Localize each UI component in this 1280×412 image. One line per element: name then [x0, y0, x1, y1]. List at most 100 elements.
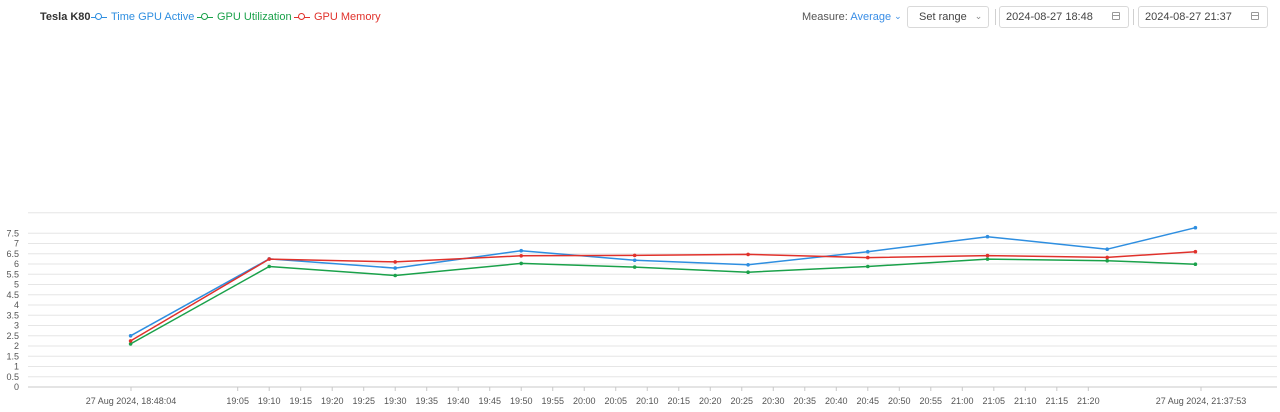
data-point	[128, 342, 133, 346]
data-point	[1105, 258, 1109, 263]
y-tick-label: 6.5	[6, 249, 19, 259]
x-tick-label: 20:55	[920, 396, 943, 406]
series-line	[130, 258, 1196, 345]
measure-value: Average	[850, 11, 892, 23]
data-point	[746, 263, 750, 267]
y-tick-label: 5.5	[6, 269, 19, 279]
x-tick-label: 20:00	[573, 396, 596, 406]
end-date-input[interactable]: 2024-08-27 21:37	[1138, 6, 1268, 28]
calendar-icon[interactable]	[1251, 12, 1259, 20]
x-tick-label: 19:50	[510, 396, 533, 406]
y-tick-label: 5	[14, 280, 19, 290]
data-point	[866, 264, 870, 269]
set-range-button[interactable]: Set range ⌄	[907, 6, 989, 28]
x-tick-label: 20:05	[604, 396, 627, 406]
data-point	[519, 248, 523, 253]
measure-label: Measure:	[802, 11, 848, 23]
data-point	[393, 273, 398, 278]
x-tick-label: 21:00	[951, 396, 974, 406]
x-tick-label: 19:15	[289, 396, 312, 406]
data-point	[519, 261, 523, 266]
x-tick-label: 19:40	[447, 396, 470, 406]
x-tick-label: 20:50	[888, 396, 911, 406]
data-point	[393, 266, 398, 270]
series-line	[130, 250, 1196, 342]
legend-item-gpu-utilization[interactable]: GPU Utilization	[197, 11, 292, 23]
x-tick-label: 20:45	[857, 396, 880, 406]
x-tick-label: 19:25	[352, 396, 375, 406]
y-tick-label: 2	[14, 341, 19, 351]
y-tick-label: 1.5	[6, 351, 19, 361]
legend-label: Time GPU Active	[111, 11, 195, 23]
x-tick-label: 20:40	[825, 396, 848, 406]
legend-line-icon	[91, 13, 107, 21]
y-tick-label: 0.5	[6, 372, 19, 382]
legend-item-time-gpu-active[interactable]: Time GPU Active	[91, 11, 194, 23]
data-point	[1105, 247, 1109, 251]
x-tick-label: 27 Aug 2024, 18:48:04	[86, 396, 177, 406]
data-point	[632, 258, 637, 263]
y-tick-label: 7	[14, 239, 19, 249]
y-tick-label: 3.5	[6, 310, 19, 320]
series-line	[130, 226, 1196, 337]
legend-item-gpu-memory[interactable]: GPU Memory	[294, 11, 381, 23]
x-tick-label: 21:20	[1077, 396, 1100, 406]
data-point	[267, 257, 272, 261]
legend-label: GPU Memory	[314, 11, 381, 23]
data-point	[128, 334, 133, 338]
data-point	[1193, 225, 1198, 230]
x-tick-label: 20:30	[762, 396, 785, 406]
data-point	[746, 270, 750, 275]
data-point	[632, 265, 637, 269]
x-tick-label: 21:10	[1014, 396, 1037, 406]
data-point	[985, 234, 990, 239]
data-point	[128, 339, 133, 343]
y-tick-label: 0	[14, 382, 19, 392]
start-date-value: 2024-08-27 18:48	[1006, 11, 1093, 23]
y-tick-label: 2.5	[6, 331, 19, 341]
data-point	[985, 257, 990, 261]
legend-label: GPU Utilization	[217, 11, 292, 23]
chevron-down-icon: ⌄	[974, 11, 983, 21]
data-point	[746, 252, 750, 257]
start-date-input[interactable]: 2024-08-27 18:48	[999, 6, 1129, 28]
data-point	[393, 260, 398, 264]
y-tick-label: 3	[14, 321, 19, 331]
x-tick-label: 19:35	[415, 396, 438, 406]
data-point	[866, 255, 870, 260]
x-tick-label: 21:05	[983, 396, 1006, 406]
divider	[995, 9, 996, 25]
data-point	[1193, 249, 1198, 254]
x-tick-label: 20:10	[636, 396, 659, 406]
data-point	[866, 249, 870, 254]
y-tick-label: 1	[14, 362, 19, 372]
chevron-down-icon: ⌄	[894, 11, 902, 21]
x-tick-label: 19:10	[258, 396, 281, 406]
set-range-label: Set range	[919, 11, 967, 23]
data-point	[985, 253, 990, 258]
data-point	[1193, 262, 1198, 267]
measure-dropdown[interactable]: Average ⌄	[850, 11, 901, 23]
x-tick-label: 19:55	[541, 396, 564, 406]
y-tick-label: 7.5	[6, 228, 19, 238]
data-point	[632, 253, 637, 258]
x-tick-label: 20:35	[794, 396, 817, 406]
x-tick-label: 21:15	[1046, 396, 1069, 406]
legend-line-icon	[197, 13, 213, 21]
x-tick-label: 27 Aug 2024, 21:37:53	[1156, 396, 1247, 406]
x-tick-label: 20:15	[667, 396, 690, 406]
data-point	[1105, 255, 1109, 260]
legend-line-icon	[294, 13, 310, 21]
end-date-value: 2024-08-27 21:37	[1145, 11, 1232, 23]
x-tick-label: 20:25	[731, 396, 754, 406]
chart-toolbar: Tesla K80 Time GPU Active GPU Utilizatio…	[0, 0, 1280, 36]
y-tick-label: 6	[14, 259, 19, 269]
y-tick-label: 4	[14, 300, 19, 310]
x-tick-label: 19:05	[226, 396, 249, 406]
x-tick-label: 19:20	[321, 396, 344, 406]
x-tick-label: 20:20	[699, 396, 722, 406]
divider	[1133, 9, 1134, 25]
calendar-icon[interactable]	[1112, 12, 1120, 20]
y-tick-label: 4.5	[6, 290, 19, 300]
